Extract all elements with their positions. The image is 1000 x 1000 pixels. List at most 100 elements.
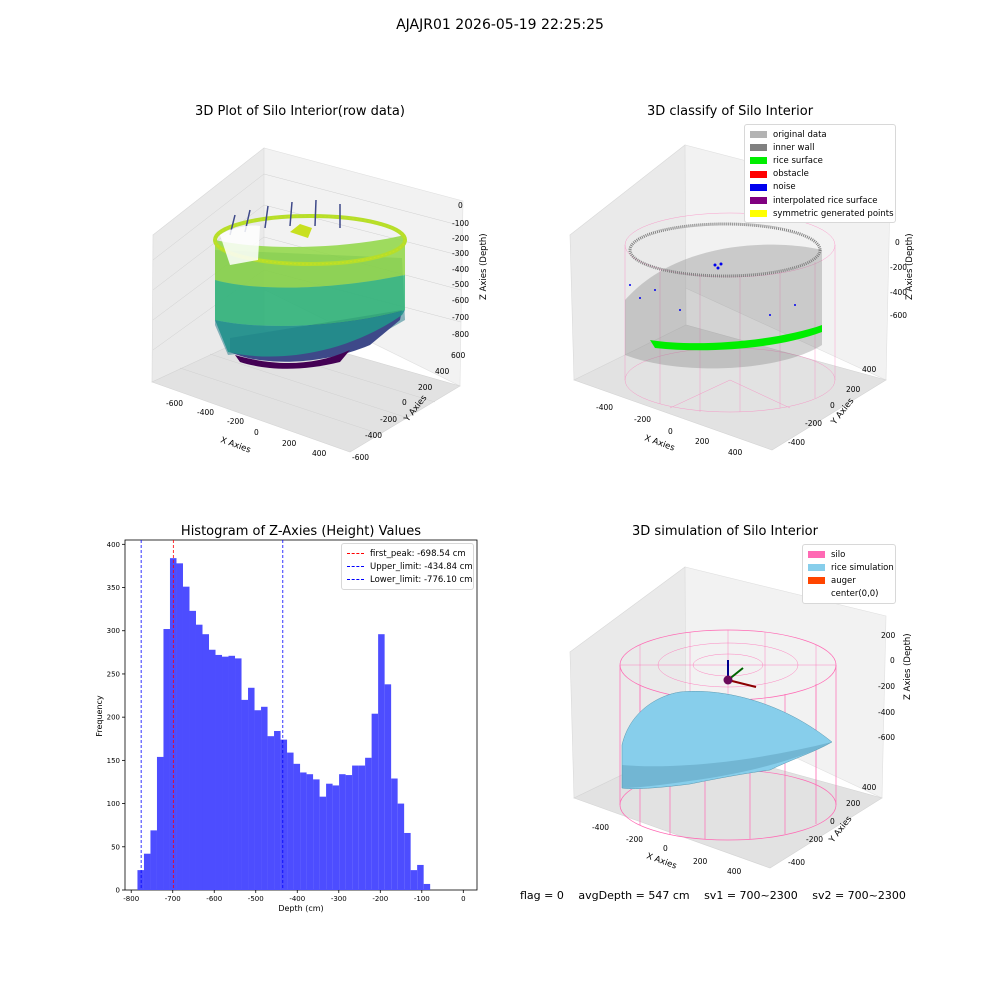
y-tick: -200 [806, 835, 823, 844]
histogram-x-label: Depth (cm) [278, 904, 323, 913]
histogram-bar [163, 629, 170, 890]
z-tick: -800 [452, 330, 469, 339]
histogram-bar [358, 765, 366, 890]
histogram-bar [150, 830, 157, 890]
histogram-bar [313, 779, 320, 890]
z-tick: 0 [890, 656, 895, 665]
y-tick: 0 [830, 817, 835, 826]
z-tick: -400 [890, 288, 907, 297]
x-tick: 0 [663, 844, 668, 853]
legend-swatch [750, 157, 767, 165]
legend-label: obstacle [773, 169, 809, 180]
raw-y-ticks: 600 400 200 0 -200 -400 -600 [352, 351, 466, 462]
legend-entry: auger [808, 574, 890, 587]
y-tick: -200 [805, 419, 822, 428]
x-tick: 400 [727, 867, 742, 876]
x-tick: -200 [227, 417, 244, 426]
rice-simulation-surface [621, 691, 833, 790]
y-tick: -400 [788, 438, 805, 447]
raw-point-cloud [213, 199, 407, 369]
legend-swatch [750, 210, 767, 218]
raw-z-ticks: 0 -100 -200 -300 -400 -500 -600 -700 -80… [452, 201, 469, 339]
legend-label: interpolated rice surface [773, 195, 878, 206]
x-tick-label: -300 [331, 895, 347, 903]
histogram-bar [384, 684, 392, 890]
x-tick: 200 [695, 437, 710, 446]
histogram-bar [410, 870, 418, 890]
y-tick-label: 150 [107, 757, 120, 765]
histogram-bar [339, 774, 346, 890]
histogram-bar [300, 772, 307, 890]
legend-label: inner wall [773, 142, 815, 153]
y-tick: 400 [435, 367, 450, 376]
legend-swatch [808, 577, 825, 585]
x-tick-label: -500 [248, 895, 264, 903]
histogram-bar [404, 832, 411, 890]
simulation-z-axis-label: Z Axies (Depth) [903, 633, 913, 700]
histogram-bar [319, 796, 327, 890]
x-tick-label: 0 [461, 895, 465, 903]
z-tick: -700 [452, 313, 469, 322]
z-tick: -200 [890, 263, 907, 272]
histogram-bar [378, 634, 385, 890]
x-tick-label: -800 [123, 895, 139, 903]
classify-silo-wireframe [624, 212, 836, 413]
histogram-bar [143, 853, 151, 890]
histogram-bar [235, 658, 242, 890]
x-tick: -400 [197, 408, 214, 417]
histogram-bar [267, 736, 275, 890]
legend-label: original data [773, 129, 827, 140]
histogram-title: Histogram of Z-Axies (Height) Values [180, 524, 422, 539]
x-tick: -600 [166, 399, 183, 408]
histogram-bar [176, 563, 183, 890]
histogram-bar [209, 649, 216, 890]
legend-swatch [750, 183, 767, 191]
z-tick: -200 [452, 234, 469, 243]
histogram-bar [287, 752, 294, 890]
avg-depth-text: avgDepth = 547 cm [578, 889, 690, 902]
raw-x-ticks: -600 -400 -200 0 200 400 [166, 399, 327, 458]
y-tick-label: 50 [111, 843, 120, 851]
legend-swatch [808, 564, 825, 572]
y-tick-label: 0 [116, 887, 120, 895]
legend-label: Upper_limit: -434.84 cm [370, 561, 473, 572]
z-tick: -600 [452, 296, 469, 305]
legend-entry: center(0,0) [808, 588, 890, 601]
z-tick: -100 [452, 219, 469, 228]
legend-entry: noise [750, 181, 890, 194]
raw-x-axis-label: X Axies [219, 435, 252, 455]
auger-marker [723, 660, 757, 688]
raw-z-axis-label: Z Axies (Depth) [479, 233, 489, 300]
x-tick: -400 [596, 403, 613, 412]
histogram-bar [189, 610, 196, 890]
classify-legend: original data inner wall rice surface ob… [744, 124, 896, 224]
legend-swatch [750, 131, 767, 139]
legend-entry: Lower_limit: -776.10 cm [347, 573, 472, 586]
z-tick: 200 [881, 631, 896, 640]
x-tick: -400 [592, 823, 609, 832]
legend-swatch [808, 590, 825, 598]
classify-rice-surface [650, 325, 822, 351]
x-tick-label: -200 [372, 895, 388, 903]
histogram-bar [391, 778, 398, 890]
status-footer: flag = 0 avgDepth = 547 cm sv1 = 700~230… [520, 889, 917, 902]
histogram-bar [365, 757, 372, 890]
x-tick-label: -400 [289, 895, 305, 903]
legend-label: rice simulation [831, 562, 894, 573]
z-tick: -600 [890, 311, 907, 320]
z-tick: -400 [452, 265, 469, 274]
histogram-bar [222, 656, 229, 890]
legend-label: first_peak: -698.54 cm [370, 548, 466, 559]
x-tick: 0 [668, 427, 673, 436]
legend-entry: first_peak: -698.54 cm [347, 547, 468, 560]
sv1-text: sv1 = 700~2300 [704, 889, 798, 902]
y-tick-label: 400 [107, 541, 120, 549]
legend-label: symmetric generated points [773, 208, 894, 219]
histogram-bar [195, 624, 203, 890]
simulation-legend: silo rice simulation auger center(0,0) [802, 544, 896, 604]
simulation-y-ticks: 400 200 0 -200 -400 [788, 783, 877, 867]
z-tick: 0 [895, 238, 900, 247]
flag-text: flag = 0 [520, 889, 564, 902]
histogram-bar [274, 730, 281, 890]
x-tick: 400 [312, 449, 327, 458]
